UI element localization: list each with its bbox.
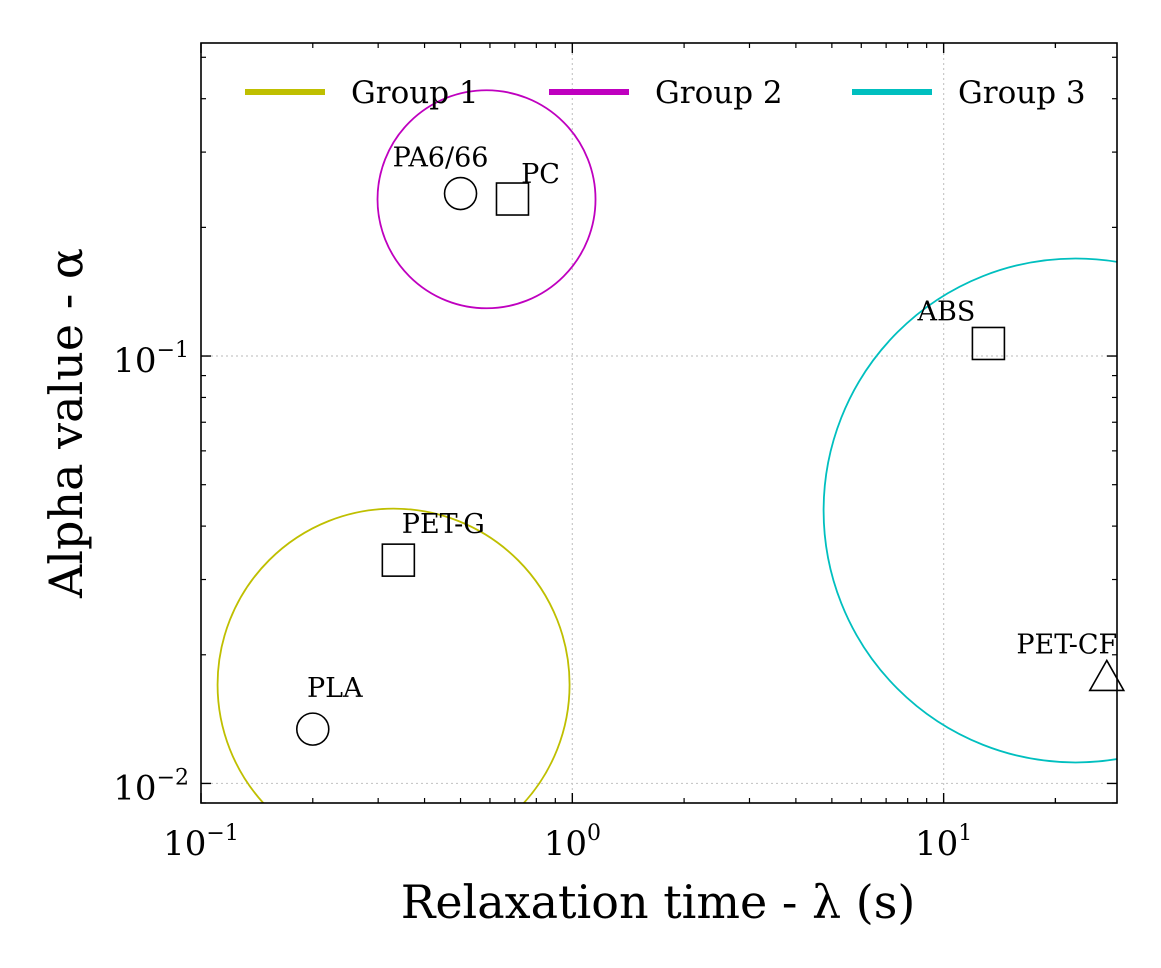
- y-tick-label: 10−1: [113, 338, 189, 381]
- x-tick-label: 10−1: [163, 821, 239, 864]
- label-pla: PLA: [307, 673, 363, 704]
- x-tick-label: 100: [544, 821, 601, 864]
- legend-label-group-1: Group 1: [351, 75, 479, 111]
- label-pc: PC: [521, 159, 560, 190]
- marker-pa6-66: [443, 176, 478, 211]
- marker-pet-cf: [1088, 658, 1126, 692]
- legend: Group 1 Group 2 Group 3: [245, 75, 1086, 111]
- label-pet-g: PET-G: [402, 509, 485, 540]
- tick-base: 10: [113, 768, 156, 808]
- tick-exponent: −1: [157, 338, 189, 363]
- data-markers: [295, 176, 1126, 746]
- label-abs: ABS: [916, 296, 975, 327]
- x-tick-label: 101: [915, 821, 972, 864]
- group-circles: [216, 89, 1117, 803]
- grid: [201, 43, 1117, 803]
- tick-base: 10: [163, 824, 206, 864]
- group-circle-group-1: [216, 507, 571, 803]
- tick-base: 10: [544, 824, 587, 864]
- group-circle-group-2: [376, 89, 597, 310]
- marker-pla: [295, 712, 330, 746]
- y-axis-label: Alpha value - α: [39, 248, 93, 599]
- point-labels: PLA PET-G PA6/66 PC ABS PET-CF: [307, 143, 1117, 705]
- tick-exponent: −1: [206, 821, 238, 846]
- marker-abs: [971, 326, 1006, 361]
- legend-label-group-2: Group 2: [655, 75, 783, 111]
- group-circle-group-3: [822, 257, 1117, 764]
- plot-frame: [200, 42, 1118, 804]
- label-pa6-66: PA6/66: [393, 143, 489, 174]
- tick-base: 10: [113, 341, 156, 381]
- tick-exponent: 0: [587, 821, 601, 846]
- tick-exponent: 1: [958, 821, 972, 846]
- y-tick-label: 10−2: [113, 765, 189, 808]
- tick-exponent: −2: [157, 765, 189, 790]
- marker-pet-g: [381, 543, 416, 577]
- label-pet-cf: PET-CF: [1016, 629, 1117, 660]
- legend-label-group-3: Group 3: [958, 75, 1086, 111]
- x-axis-label: Relaxation time - λ (s): [401, 875, 916, 929]
- tick-base: 10: [915, 824, 958, 864]
- marker-pc: [495, 182, 530, 216]
